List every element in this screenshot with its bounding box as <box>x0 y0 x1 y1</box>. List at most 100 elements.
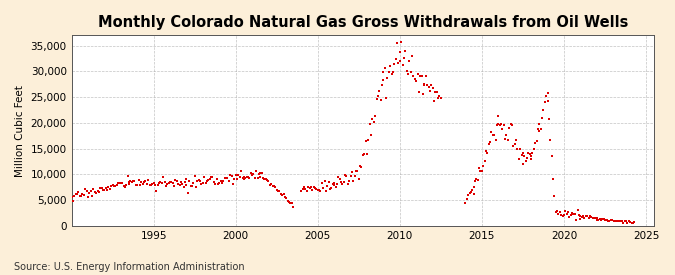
Point <box>182 191 193 196</box>
Point <box>244 176 254 180</box>
Point <box>251 169 262 174</box>
Point <box>435 96 446 101</box>
Point <box>494 123 505 127</box>
Point <box>414 90 425 94</box>
Point <box>591 216 602 221</box>
Point <box>483 142 494 146</box>
Point <box>94 190 105 194</box>
Point <box>394 50 405 55</box>
Point <box>379 66 390 70</box>
Point <box>377 82 387 87</box>
Point <box>134 183 145 187</box>
Point <box>286 200 297 205</box>
Point <box>364 122 375 127</box>
Point <box>504 126 514 131</box>
Point <box>314 188 325 192</box>
Point <box>407 54 418 59</box>
Point <box>137 182 148 186</box>
Point <box>539 100 550 104</box>
Point <box>285 200 296 205</box>
Point <box>95 186 106 190</box>
Point <box>270 185 281 189</box>
Point <box>69 193 80 198</box>
Point <box>460 201 471 205</box>
Point <box>101 186 111 190</box>
Point <box>433 95 443 100</box>
Point <box>126 180 137 184</box>
Point <box>117 181 128 185</box>
Point <box>618 220 628 225</box>
Point <box>564 214 575 219</box>
Point <box>77 192 88 197</box>
Point <box>207 175 218 179</box>
Point <box>386 72 397 76</box>
Point <box>273 188 284 193</box>
Point <box>248 172 259 177</box>
Point <box>190 184 201 189</box>
Point <box>478 163 489 168</box>
Point <box>258 176 269 180</box>
Point <box>369 120 379 124</box>
Point <box>147 182 158 186</box>
Point <box>114 181 125 185</box>
Point <box>506 123 517 127</box>
Point <box>200 180 211 185</box>
Point <box>122 174 133 178</box>
Point <box>274 189 285 193</box>
Point <box>269 184 279 188</box>
Point <box>545 138 556 142</box>
Point <box>490 138 501 142</box>
Point <box>533 127 543 131</box>
Point <box>125 178 136 183</box>
Point <box>232 177 242 181</box>
Point <box>181 183 192 187</box>
Point <box>340 173 350 177</box>
Point <box>594 217 605 221</box>
Point <box>271 188 282 192</box>
Point <box>306 185 317 189</box>
Point <box>398 56 409 61</box>
Point <box>188 180 198 185</box>
Point <box>266 182 277 187</box>
Point <box>603 218 614 223</box>
Point <box>597 217 608 222</box>
Point <box>329 182 340 187</box>
Point <box>590 216 601 220</box>
Point <box>255 171 266 175</box>
Point <box>221 175 232 180</box>
Point <box>184 179 194 183</box>
Point <box>238 175 249 179</box>
Point <box>223 178 234 183</box>
Point <box>202 179 213 183</box>
Point <box>495 122 506 126</box>
Point <box>321 189 331 193</box>
Point <box>580 214 591 218</box>
Point <box>537 116 547 120</box>
Point <box>349 174 360 178</box>
Point <box>373 94 383 98</box>
Point <box>277 192 288 197</box>
Point <box>115 181 126 185</box>
Point <box>624 219 634 223</box>
Point <box>326 186 337 191</box>
Point <box>241 175 252 179</box>
Point <box>509 141 520 146</box>
Point <box>426 82 437 87</box>
Point <box>530 141 541 145</box>
Point <box>138 180 149 184</box>
Point <box>523 151 534 155</box>
Point <box>570 212 580 216</box>
Point <box>296 188 306 193</box>
Point <box>572 207 583 212</box>
Point <box>213 182 223 186</box>
Point <box>423 85 434 89</box>
Point <box>591 218 602 222</box>
Point <box>574 213 585 217</box>
Point <box>550 209 561 214</box>
Point <box>468 192 479 196</box>
Point <box>186 184 197 189</box>
Point <box>262 177 273 182</box>
Point <box>73 190 84 194</box>
Point <box>390 56 401 61</box>
Point <box>161 184 171 188</box>
